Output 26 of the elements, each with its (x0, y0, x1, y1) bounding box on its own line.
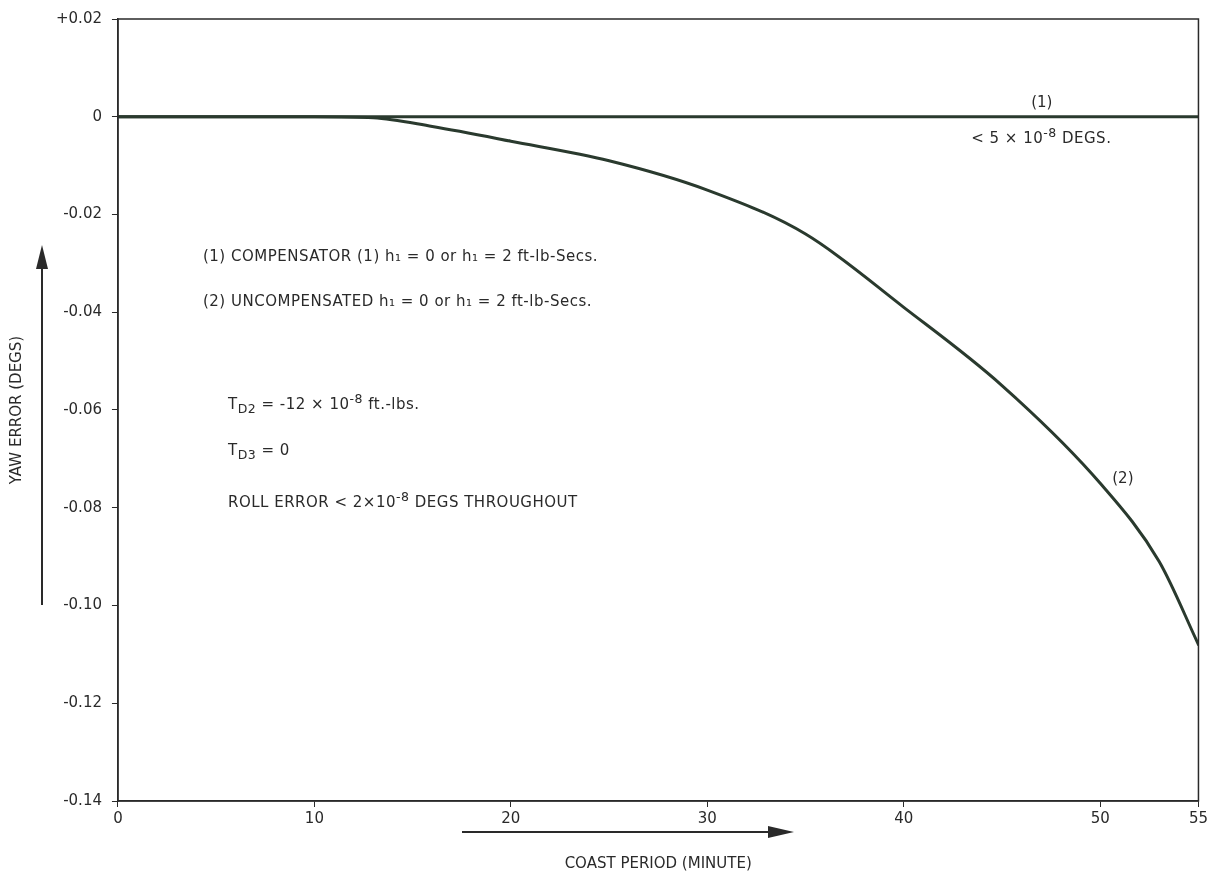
y-tick-label: -0.14 (63, 790, 102, 809)
series-label: (2) (1112, 469, 1134, 488)
series-label: (1) (1031, 93, 1053, 112)
y-tick-label: -0.10 (63, 595, 102, 614)
annotation: < 5 × 10$^{-8}$ DEGS. (970, 124, 1113, 147)
y-tick-label: -0.06 (63, 399, 102, 418)
annotation: ROLL ERROR < 2×10$^{-8}$ DEGS THROUGHOUT (227, 489, 578, 511)
annotation: (1) COMPENSATOR (1) h₁ = 0 or h₁ = 2 ft-lb-Secs. (202, 247, 598, 265)
x-tick-label: 0 (113, 808, 123, 827)
x-tick-label: 30 (697, 808, 717, 827)
y-tick-label: +0.02 (56, 8, 102, 27)
y-tick-label: 0 (92, 106, 102, 125)
y-tick-label: -0.04 (63, 302, 102, 321)
x-tick-label: 10 (304, 808, 324, 827)
annotation: T$_{D3}$ = 0 (227, 441, 290, 462)
x-tick-label: 50 (1090, 808, 1110, 827)
y-axis-title: YAW ERROR (DEGS) (6, 335, 25, 486)
y-tick-label: -0.08 (63, 497, 102, 516)
y-tick-label: -0.12 (63, 693, 102, 712)
x-axis-title: COAST PERIOD (MINUTE) (564, 853, 752, 872)
annotation: T$_{D2}$ = -12 × 10$^{-8}$ ft.-lbs. (227, 391, 420, 416)
annotation: (2) UNCOMPENSATED h₁ = 0 or h₁ = 2 ft-lb-Secs. (202, 292, 592, 310)
x-tick-label: 20 (501, 808, 521, 827)
x-tick-label: 40 (894, 808, 914, 827)
y-tick-label: -0.02 (63, 204, 102, 223)
x-tick-label: 55 (1188, 808, 1208, 827)
